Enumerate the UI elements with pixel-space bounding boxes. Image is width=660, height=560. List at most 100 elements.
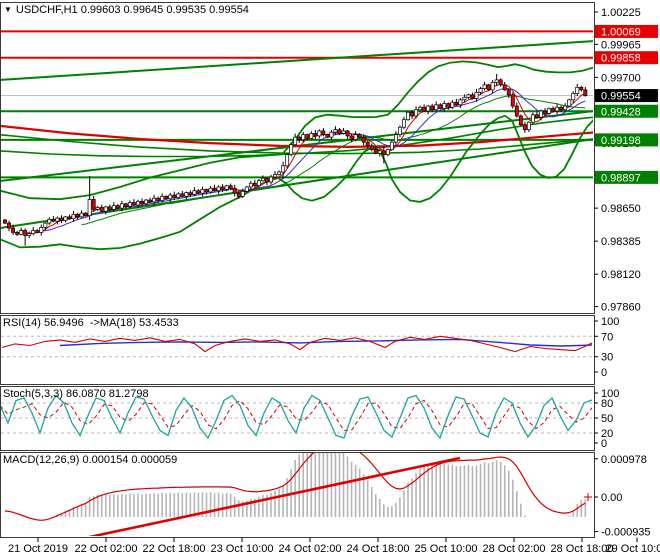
time-tick-label: 24 Oct 02:00 <box>279 543 342 555</box>
candlestick <box>406 111 410 121</box>
candlestick <box>91 199 96 210</box>
candlestick <box>168 194 173 200</box>
candlestick <box>389 141 394 150</box>
macd-signal-line <box>4 453 586 521</box>
time-tick-label: 22 Oct 18:00 <box>143 543 206 555</box>
candlestick <box>164 195 169 200</box>
candlestick <box>361 136 366 143</box>
time-tick-label: 24 Oct 18:00 <box>347 543 410 555</box>
candlestick <box>176 193 181 198</box>
candlestick <box>59 217 64 221</box>
candlestick <box>422 106 427 112</box>
candlestick <box>67 216 72 220</box>
candlestick <box>317 130 322 137</box>
green-slow-ma <box>1 116 593 158</box>
candlestick <box>31 230 36 235</box>
price-tick-label: 0.97860 <box>601 302 641 314</box>
candlestick <box>373 149 378 154</box>
candlestick <box>281 165 286 173</box>
candlestick <box>385 149 390 155</box>
candlestick <box>172 194 177 198</box>
candlestick <box>559 106 564 111</box>
candlestick <box>216 186 221 192</box>
candlestick <box>333 129 338 133</box>
candlestick <box>273 174 277 178</box>
candlestick <box>107 206 112 210</box>
candlestick <box>256 180 261 187</box>
candlestick <box>458 99 463 106</box>
candlestick <box>547 108 552 114</box>
candlestick <box>414 109 419 117</box>
candlestick <box>260 177 265 182</box>
candlestick <box>83 212 88 216</box>
candlestick <box>410 111 414 117</box>
main-plot <box>1 30 593 251</box>
candlestick <box>75 214 80 218</box>
time-tick-label: 28 Oct 02:00 <box>483 543 546 555</box>
candlestick <box>438 104 443 109</box>
candlestick <box>43 222 48 228</box>
candlestick <box>353 134 358 140</box>
candlestick <box>144 199 148 205</box>
candlestick <box>87 199 92 216</box>
candlestick <box>535 114 539 118</box>
candlestick <box>377 150 382 154</box>
macd-pane[interactable] <box>0 452 595 538</box>
candlestick <box>51 218 56 222</box>
price-badge-label: 0.99198 <box>601 135 641 147</box>
candlestick <box>430 105 435 111</box>
main-chart-pane[interactable] <box>0 2 595 314</box>
candlestick <box>329 131 334 138</box>
candlestick <box>232 187 237 194</box>
candlestick <box>571 93 576 101</box>
candlestick <box>575 86 580 94</box>
candlestick <box>252 182 257 187</box>
candlestick <box>228 185 233 189</box>
candlestick <box>349 135 354 140</box>
stoch-tick-label: 100 <box>601 388 619 400</box>
stoch-indicator-label: Stoch(5,3,3) 86.0870 81.2798 <box>3 388 149 400</box>
chart-title-text: USDCHF,H1 0.99603 0.99645 0.99535 0.9955… <box>15 4 249 16</box>
price-badge <box>595 24 658 38</box>
price-tick-label: 0.98120 <box>601 269 641 281</box>
candlestick <box>490 82 495 91</box>
band-lower <box>1 114 593 251</box>
stoch-tick-label: 80 <box>601 398 613 410</box>
price-badge-label: 1.00069 <box>601 26 641 38</box>
bb-middle <box>81 95 586 225</box>
candlestick <box>506 89 511 96</box>
candlestick <box>47 218 52 224</box>
price-tick-label: 0.98385 <box>601 236 641 248</box>
candlestick <box>526 121 531 131</box>
candlestick <box>208 187 213 193</box>
candlestick <box>136 200 140 206</box>
candlestick <box>369 145 374 150</box>
candlestick <box>204 189 209 193</box>
candlestick <box>99 207 104 212</box>
candlestick <box>543 110 547 114</box>
candlestick <box>200 189 205 194</box>
macd-tick-label: -0.000935 <box>601 527 651 539</box>
candlestick <box>184 192 189 197</box>
candlestick <box>132 202 136 206</box>
rsi-line <box>1 335 593 353</box>
candlestick <box>555 106 560 112</box>
price-badge-label: 0.98897 <box>601 172 641 184</box>
price-axis[interactable]: 0.994400.991750.989151.002250.999650.997… <box>594 7 658 539</box>
candlestick <box>522 124 527 131</box>
candlestick <box>71 214 76 220</box>
time-tick-label: 22 Oct 02:00 <box>75 543 138 555</box>
candlestick <box>220 186 225 190</box>
time-axis[interactable]: 21 Oct 2019 22 Oct 02:00 22 Oct 18:00 23 Oc… <box>8 537 660 556</box>
candlestick <box>224 185 229 190</box>
candlestick <box>337 129 342 134</box>
candlestick <box>341 130 346 134</box>
candlestick <box>426 105 431 112</box>
chart-title: ▼ USDCHF,H1 0.99603 0.99645 0.99535 0.995… <box>4 4 249 16</box>
stoch-tick-label: 0 <box>601 438 607 450</box>
rsi-pane[interactable] <box>0 315 595 385</box>
time-tick-label: 29 Oct 10:00 <box>606 543 660 555</box>
candlestick <box>103 206 108 212</box>
